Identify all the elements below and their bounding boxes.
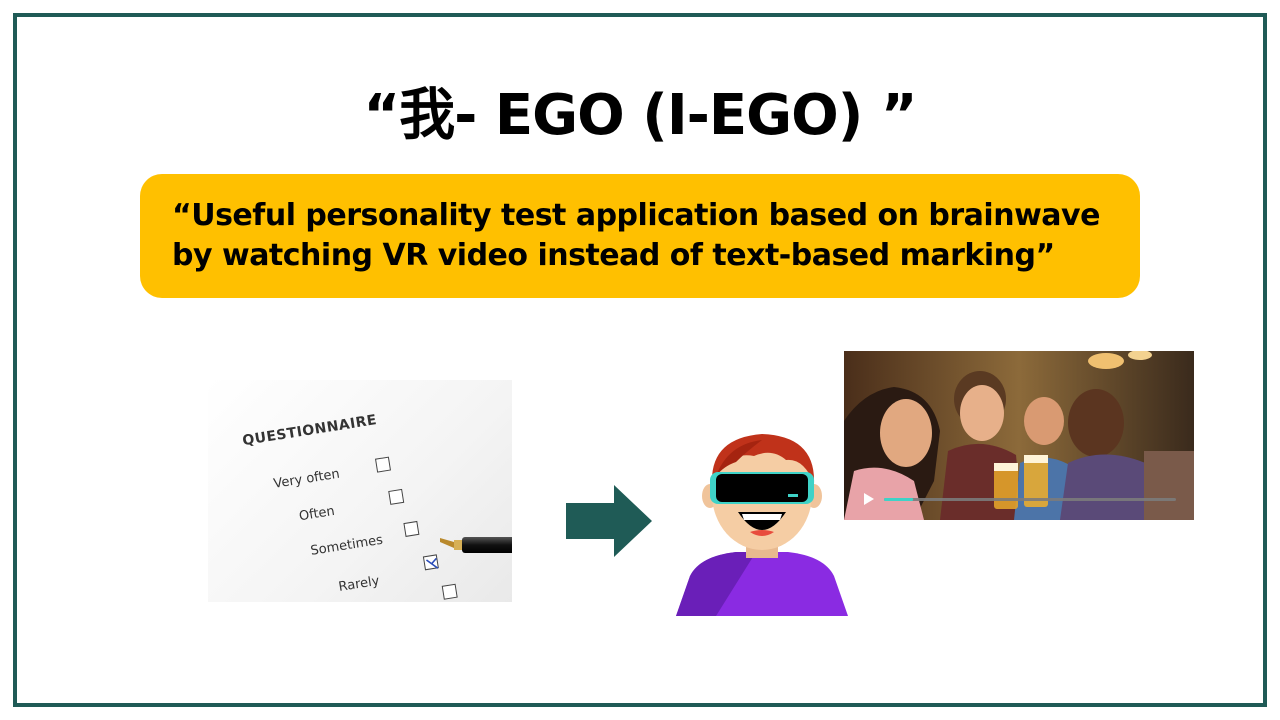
play-icon[interactable] [864, 493, 874, 505]
vr-user-avatar-icon [676, 434, 848, 616]
questionnaire-option-often: Often [297, 503, 336, 525]
questionnaire-option-rarely: Rarely [337, 573, 381, 595]
questionnaire-image: QUESTIONNAIRE Very often Often Sometimes… [208, 380, 512, 602]
questionnaire-checkbox-checked [422, 554, 439, 571]
arrow-right-icon [566, 485, 652, 557]
video-progress-track[interactable] [884, 498, 1176, 501]
subtitle-line-1: “Useful personality test application bas… [172, 198, 1100, 233]
questionnaire-checkbox-very-often [374, 456, 392, 473]
questionnaire-checkbox-rarely [441, 583, 458, 600]
questionnaire-checkbox-sometimes [403, 520, 420, 537]
questionnaire-heading: QUESTIONNAIRE [241, 412, 379, 450]
subtitle-line-2: by watching VR video instead of text-bas… [172, 238, 1055, 273]
video-progress-fill [884, 498, 914, 501]
pen-icon [440, 537, 512, 553]
checkmark-icon [425, 557, 439, 569]
vr-video-player[interactable] [844, 351, 1194, 520]
slide-border-frame [13, 13, 1267, 707]
questionnaire-checkbox-often [388, 488, 405, 505]
questionnaire-option-sometimes: Sometimes [309, 532, 384, 559]
questionnaire-option-very-often: Very often [272, 466, 341, 492]
subtitle-box: “Useful personality test application bas… [140, 174, 1140, 298]
questionnaire-sheet: QUESTIONNAIRE Very often Often Sometimes… [208, 380, 512, 602]
slide-title: “我- EGO (I-EGO) ” [363, 83, 917, 148]
